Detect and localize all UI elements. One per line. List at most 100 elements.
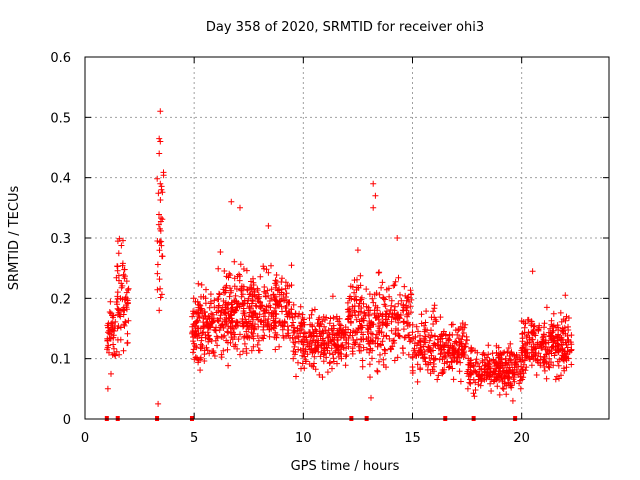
data-point xyxy=(273,334,280,341)
data-point xyxy=(466,379,473,386)
data-point xyxy=(262,293,269,299)
data-point xyxy=(272,310,279,317)
data-point xyxy=(568,332,575,339)
data-point xyxy=(370,180,377,187)
data-point xyxy=(221,332,228,339)
data-point xyxy=(241,340,248,347)
data-point xyxy=(160,172,167,179)
data-point xyxy=(552,340,559,346)
data-point xyxy=(456,368,463,375)
data-point xyxy=(114,325,121,332)
data-point xyxy=(493,359,500,366)
data-point xyxy=(222,309,229,316)
data-point xyxy=(370,204,377,211)
data-point xyxy=(441,360,448,367)
data-point xyxy=(120,237,126,244)
data-point xyxy=(379,338,386,345)
data-point xyxy=(272,346,279,353)
data-point xyxy=(284,330,291,337)
data-point xyxy=(529,268,536,275)
data-point xyxy=(277,298,284,305)
data-point xyxy=(352,293,359,300)
data-point xyxy=(264,323,271,330)
data-point xyxy=(374,367,381,374)
data-point xyxy=(334,360,340,367)
data-point xyxy=(201,347,208,354)
data-point xyxy=(114,238,121,245)
data-point xyxy=(157,197,164,203)
data-point xyxy=(452,347,459,354)
data-point xyxy=(303,337,310,343)
data-point xyxy=(525,316,532,323)
data-point xyxy=(189,313,196,320)
data-point xyxy=(347,293,354,300)
data-point xyxy=(505,373,512,380)
data-point xyxy=(366,361,373,368)
data-point xyxy=(354,329,361,336)
data-point xyxy=(383,311,390,318)
data-point xyxy=(513,367,520,373)
data-point xyxy=(258,317,265,324)
data-point xyxy=(286,313,293,320)
data-point xyxy=(499,385,506,392)
data-point xyxy=(403,297,410,304)
data-point xyxy=(368,394,374,401)
data-point xyxy=(422,326,429,333)
data-point xyxy=(485,342,492,349)
data-point xyxy=(189,329,196,336)
data-point xyxy=(519,335,526,342)
data-point xyxy=(511,378,518,385)
data-point xyxy=(273,272,280,278)
data-point xyxy=(156,135,163,142)
data-point xyxy=(209,311,216,318)
data-point xyxy=(365,304,372,311)
data-point xyxy=(351,289,358,296)
data-point xyxy=(475,376,482,383)
data-point xyxy=(118,242,125,249)
data-point xyxy=(376,291,383,298)
data-point xyxy=(157,294,164,301)
data-point xyxy=(261,288,268,295)
data-point xyxy=(359,363,366,370)
data-point xyxy=(349,345,356,352)
data-point xyxy=(215,296,222,302)
data-point xyxy=(114,289,121,296)
data-point xyxy=(495,344,502,351)
data-point xyxy=(123,289,130,296)
data-point xyxy=(357,324,364,331)
data-point xyxy=(374,307,381,314)
data-point xyxy=(117,295,124,302)
data-point xyxy=(440,353,447,360)
data-point xyxy=(300,329,307,336)
data-point xyxy=(244,287,251,294)
data-point xyxy=(198,281,205,288)
data-point xyxy=(265,222,272,229)
x-tick-label: 10 xyxy=(295,431,312,446)
data-point xyxy=(383,286,390,293)
data-point xyxy=(376,358,382,365)
data-point xyxy=(422,319,429,326)
data-point xyxy=(355,303,362,310)
data-point xyxy=(282,285,289,292)
data-point xyxy=(121,307,128,314)
data-point xyxy=(345,306,352,313)
data-point xyxy=(541,354,548,360)
data-point xyxy=(417,347,423,354)
data-point xyxy=(464,337,470,344)
data-point xyxy=(125,287,131,293)
data-point xyxy=(334,330,341,337)
data-point xyxy=(290,329,297,336)
data-point xyxy=(262,310,269,317)
data-point xyxy=(356,347,363,354)
data-point xyxy=(216,291,223,298)
data-point xyxy=(453,339,460,346)
data-point xyxy=(309,322,315,328)
data-point xyxy=(505,345,512,351)
data-point xyxy=(120,347,127,354)
x-tick-label: 20 xyxy=(513,431,530,446)
data-point xyxy=(497,350,504,357)
data-point xyxy=(324,334,331,341)
data-point xyxy=(535,326,542,333)
data-point xyxy=(332,341,338,348)
data-point xyxy=(120,304,127,311)
